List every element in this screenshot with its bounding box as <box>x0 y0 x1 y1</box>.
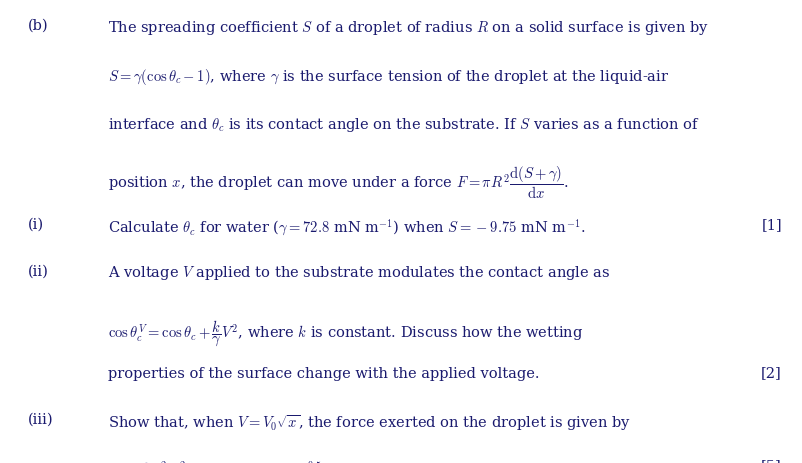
Text: (iii): (iii) <box>28 412 54 426</box>
Text: [2]: [2] <box>761 366 782 380</box>
Text: interface and $\theta_c$ is its contact angle on the substrate. If $S$ varies as: interface and $\theta_c$ is its contact … <box>108 116 700 134</box>
Text: [5]: [5] <box>761 458 782 463</box>
Text: position $x$, the droplet can move under a force $F = \pi R^2\dfrac{\mathrm{d}(S: position $x$, the droplet can move under… <box>108 164 569 201</box>
Text: properties of the surface change with the applied voltage.: properties of the surface change with th… <box>108 366 540 380</box>
Text: (ii): (ii) <box>28 264 49 278</box>
Text: (i): (i) <box>28 218 44 232</box>
Text: $\cos\theta_c^V = \cos\theta_c + \dfrac{k}{\gamma}V^2$, where $k$ is constant. D: $\cos\theta_c^V = \cos\theta_c + \dfrac{… <box>108 317 584 347</box>
Text: Show that, when $V = V_0\sqrt{x}$, the force exerted on the droplet is given by: Show that, when $V = V_0\sqrt{x}$, the f… <box>108 412 631 432</box>
Text: (b): (b) <box>28 19 49 32</box>
Text: [1]: [1] <box>761 218 782 232</box>
Text: Calculate $\theta_c$ for water ($\gamma = 72.8$ mN m$^{-1}$) when $S = -9.75$ mN: Calculate $\theta_c$ for water ($\gamma … <box>108 218 585 238</box>
Text: A voltage $V$ applied to the substrate modulates the contact angle as: A voltage $V$ applied to the substrate m… <box>108 264 610 282</box>
Text: The spreading coefficient $S$ of a droplet of radius $R$ on a solid surface is g: The spreading coefficient $S$ of a dropl… <box>108 19 709 37</box>
Text: $S = \gamma(\cos\theta_c - 1)$, where $\gamma$ is the surface tension of the dro: $S = \gamma(\cos\theta_c - 1)$, where $\… <box>108 67 670 87</box>
Text: $F = \pi k V_0^2 R^2$ with $V_0 = 1$ V m$^{-0.5}$. Justify all steps in the deri: $F = \pi k V_0^2 R^2$ with $V_0 = 1$ V m… <box>108 458 577 463</box>
